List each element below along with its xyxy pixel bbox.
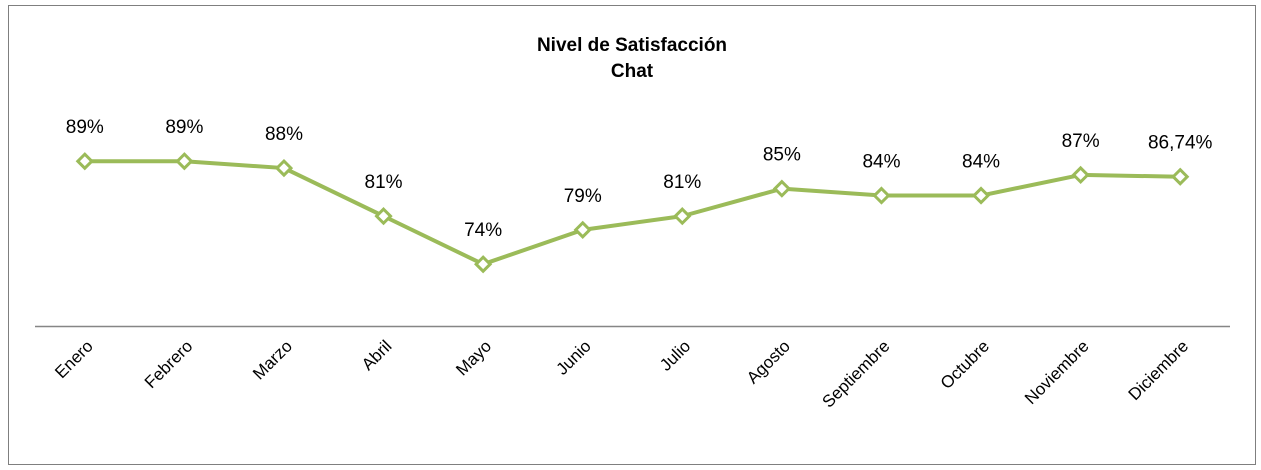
point-marker [75, 152, 94, 171]
series-line [84, 159, 1181, 267]
data-label: 79% [564, 186, 602, 207]
point-marker [1171, 167, 1190, 186]
data-label: 84% [962, 152, 1000, 173]
point-marker [274, 158, 294, 178]
data-label: 89% [66, 117, 104, 138]
chart-title: Nivel de Satisfacción [537, 35, 727, 56]
point-marker [673, 207, 692, 226]
point-marker [474, 255, 493, 274]
chart-subtitle: Chat [611, 61, 654, 82]
data-label: 74% [464, 220, 502, 241]
data-label: 84% [862, 152, 900, 173]
point-marker [772, 179, 791, 198]
data-label: 86,74% [1148, 133, 1213, 154]
data-label: 89% [165, 117, 203, 138]
data-label: 81% [365, 172, 403, 193]
data-label: 88% [265, 124, 303, 145]
data-label: 85% [763, 145, 801, 166]
point-marker [1071, 165, 1090, 185]
data-label: 87% [1062, 131, 1100, 152]
point-marker [374, 207, 393, 226]
chart-frame [8, 5, 1256, 465]
point-marker [872, 186, 891, 205]
point-marker [175, 152, 194, 171]
data-label: 81% [663, 172, 701, 193]
point-marker [573, 220, 592, 239]
point-marker [971, 186, 991, 205]
